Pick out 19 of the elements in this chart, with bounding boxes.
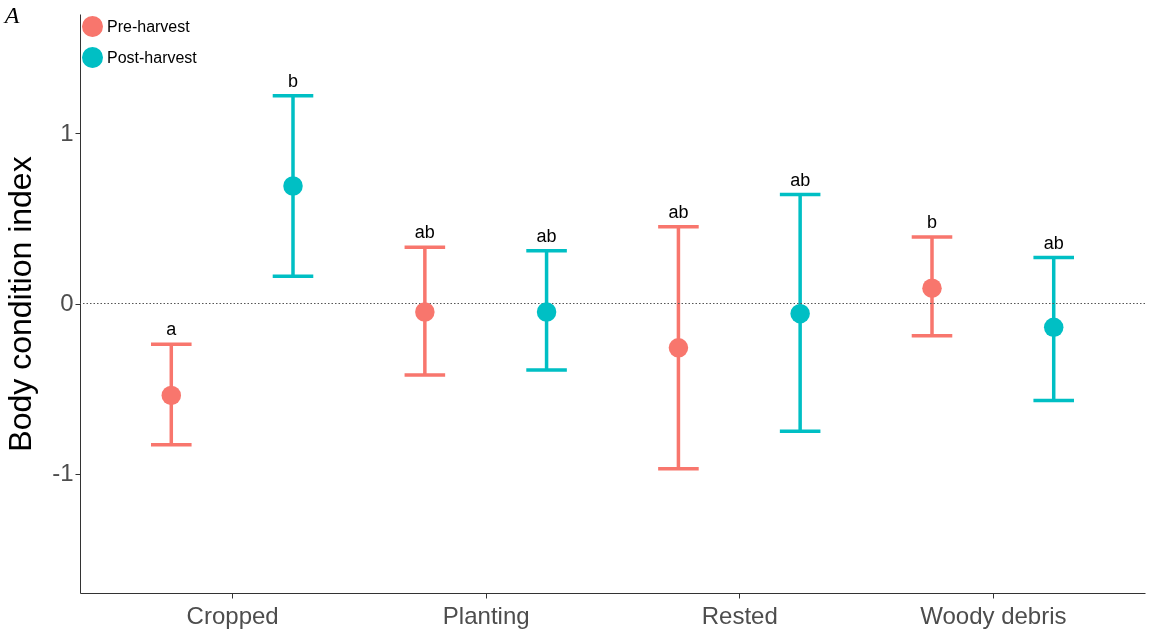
x-tick-label: Rested (701, 601, 778, 629)
annotation: ab (1043, 232, 1064, 253)
text: A (2, 2, 20, 28)
x-tick-label: Cropped (186, 601, 279, 629)
annotation: ab (414, 222, 435, 243)
legend-label: Pre-harvest (107, 17, 191, 35)
annotation: ab (790, 169, 811, 190)
x-tick-label: Planting (442, 601, 530, 629)
y-tick-label: -1 (52, 459, 74, 487)
annotation: b (287, 70, 299, 91)
annotation: b (926, 212, 938, 233)
y-tick-label: 1 (60, 118, 74, 146)
y-axis-title: Body condition index (2, 156, 39, 452)
y-tick-label: 0 (60, 289, 74, 316)
annotation: a (166, 319, 178, 340)
x-tick-label: Woody debris (920, 601, 1067, 629)
legend-label: Post-harvest (107, 48, 198, 66)
annotation: ab (536, 225, 557, 246)
annotation: ab (668, 201, 689, 222)
